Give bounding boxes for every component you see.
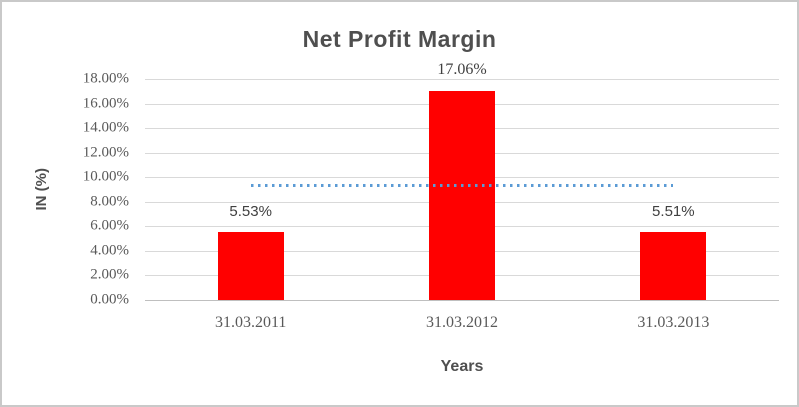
bar (217, 232, 284, 300)
trendline (250, 183, 674, 187)
plot-area: 5.53% 17.06% 5.51% (145, 61, 779, 301)
y-tick-label: 4.00% (90, 242, 129, 259)
bar-data-label: 5.51% (652, 203, 695, 221)
y-tick-label: 10.00% (82, 168, 129, 185)
bar-data-label: 5.53% (229, 203, 272, 221)
y-tick-label: 12.00% (82, 144, 129, 161)
y-axis-ticks: 18.00% 16.00% 14.00% 12.00% 10.00% 8.00% 6.00%… (2, 71, 145, 308)
x-tick-label: 31.03.2012 (426, 314, 498, 331)
x-axis-ticks: 31.03.2011 31.03.2012 31.03.2013 (145, 314, 779, 336)
x-axis-line (145, 300, 779, 301)
y-tick-label: 14.00% (82, 119, 129, 136)
bar (429, 90, 495, 300)
x-tick-label: 31.03.2013 (637, 314, 710, 331)
y-tick-label: 0.00% (90, 291, 129, 308)
bar (640, 232, 707, 300)
bar-data-label: 17.06% (437, 60, 487, 78)
y-tick-label: 16.00% (82, 95, 129, 112)
chart-title: Net Profit Margin (302, 26, 497, 52)
y-tick-label: 18.00% (82, 70, 129, 87)
y-tick-label: 6.00% (90, 217, 129, 234)
y-tick-label: 8.00% (90, 193, 129, 210)
gridline (145, 79, 779, 80)
x-tick-label: 31.03.2011 (214, 314, 287, 331)
y-tick-label: 2.00% (90, 266, 129, 283)
x-axis-title: Years (440, 358, 484, 375)
